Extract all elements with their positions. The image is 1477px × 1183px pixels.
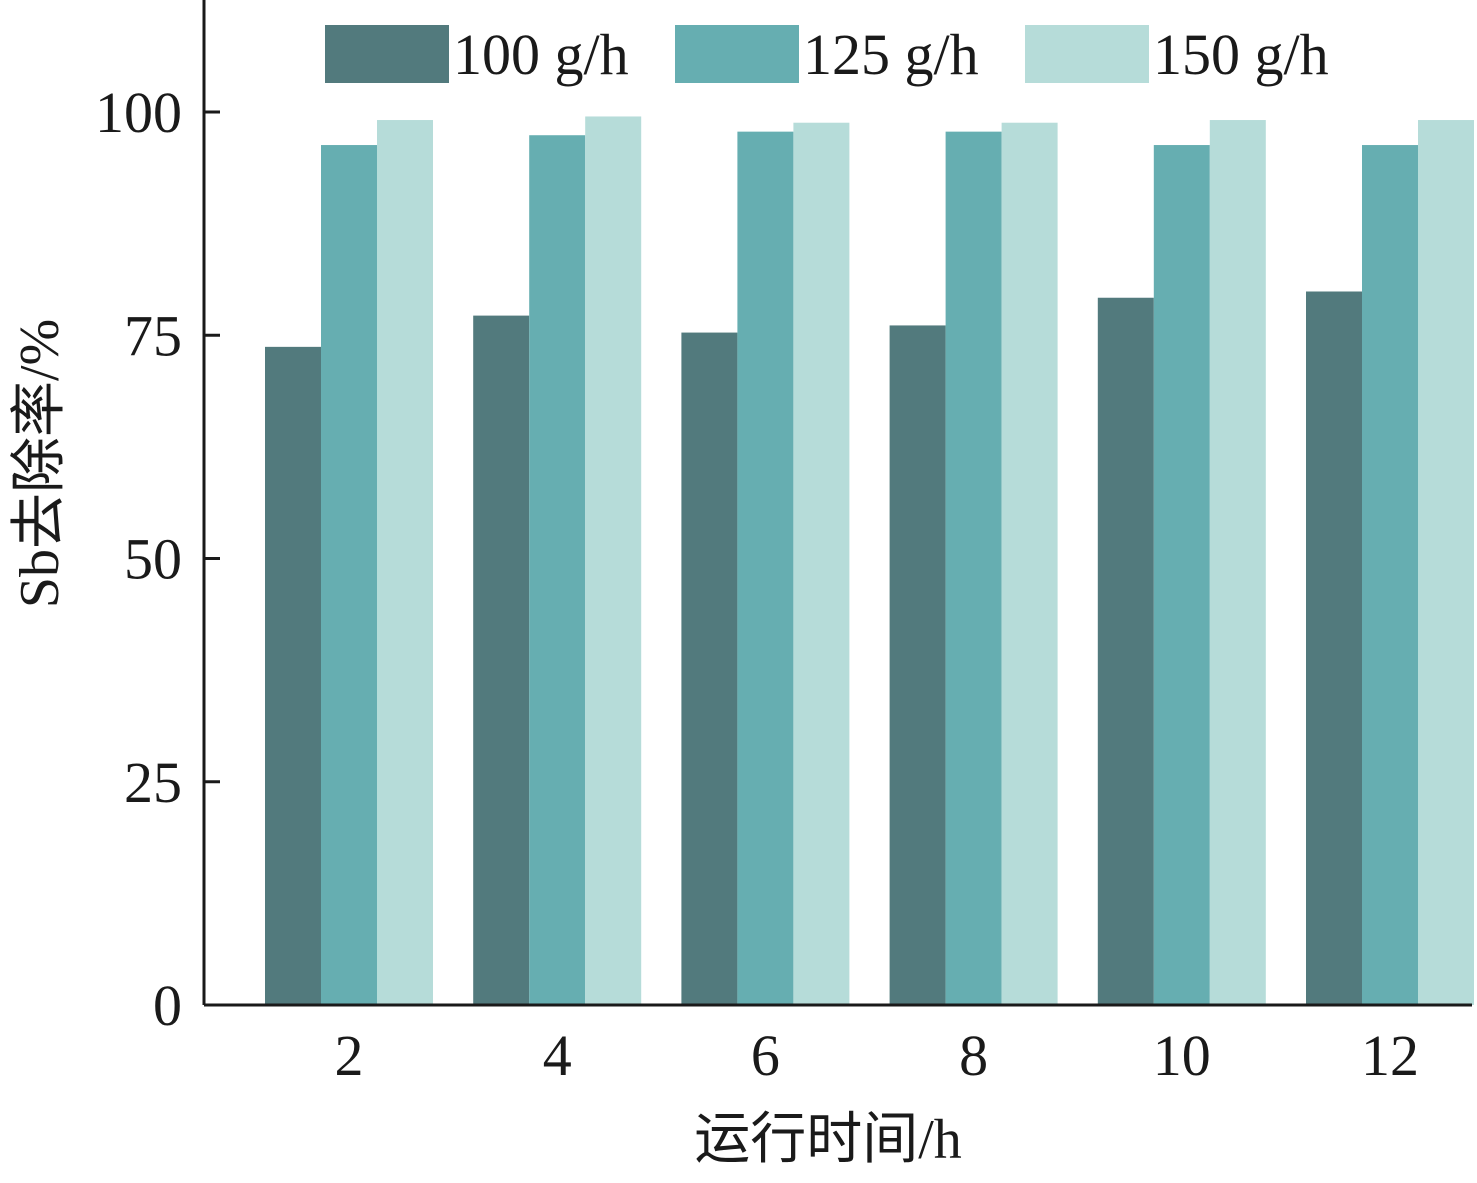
x-axis-title: 运行时间/h <box>694 1109 962 1171</box>
y-tick-label: 75 <box>124 303 182 368</box>
y-tick-label: 0 <box>153 973 182 1038</box>
y-tick-label: 100 <box>95 80 182 145</box>
bar-125gh-2 <box>321 145 377 1005</box>
x-tick-label: 2 <box>335 1023 364 1088</box>
bar-125gh-10 <box>1153 145 1210 1005</box>
bar-100gh-6 <box>681 332 738 1005</box>
bar-125gh-8 <box>945 131 1002 1005</box>
x-tick-label: 12 <box>1361 1023 1419 1088</box>
bar-100gh-12 <box>1306 291 1362 1005</box>
x-ticks: 2 4 6 8 10 12 <box>335 1023 1420 1088</box>
y-ticks: 0 25 50 75 100 <box>95 80 220 1038</box>
legend-label: 100 g/h <box>453 22 629 87</box>
bar-125gh-12 <box>1362 145 1418 1005</box>
x-tick-label: 10 <box>1153 1023 1211 1088</box>
y-axis-title: Sb去除率/% <box>9 319 71 608</box>
bar-100gh-10 <box>1097 297 1154 1005</box>
bar-100gh-2 <box>265 346 321 1005</box>
bar-150gh-4 <box>585 116 642 1006</box>
x-tick-label: 8 <box>959 1023 988 1088</box>
bar-150gh-10 <box>1209 120 1266 1006</box>
bar-150gh-2 <box>377 120 433 1006</box>
x-tick-label: 6 <box>751 1023 780 1088</box>
legend-swatch <box>675 25 799 83</box>
legend-swatch <box>325 25 449 83</box>
legend-swatch <box>1025 25 1149 83</box>
y-tick-label: 25 <box>124 750 182 815</box>
legend-label: 150 g/h <box>1153 22 1329 87</box>
legend: 100 g/h 125 g/h 150 g/h <box>325 22 1329 87</box>
legend-label: 125 g/h <box>803 22 979 87</box>
bars-layer <box>265 116 1474 1006</box>
bar-125gh-4 <box>529 135 586 1005</box>
x-tick-label: 4 <box>543 1023 572 1088</box>
axes-layer <box>202 0 1472 1007</box>
y-tick-label: 50 <box>124 527 182 592</box>
bar-150gh-6 <box>793 122 850 1005</box>
bar-100gh-4 <box>473 315 530 1005</box>
bar-150gh-8 <box>1001 122 1058 1005</box>
bar-100gh-8 <box>889 325 946 1005</box>
bar-125gh-6 <box>737 131 794 1005</box>
bar-150gh-12 <box>1418 120 1474 1006</box>
